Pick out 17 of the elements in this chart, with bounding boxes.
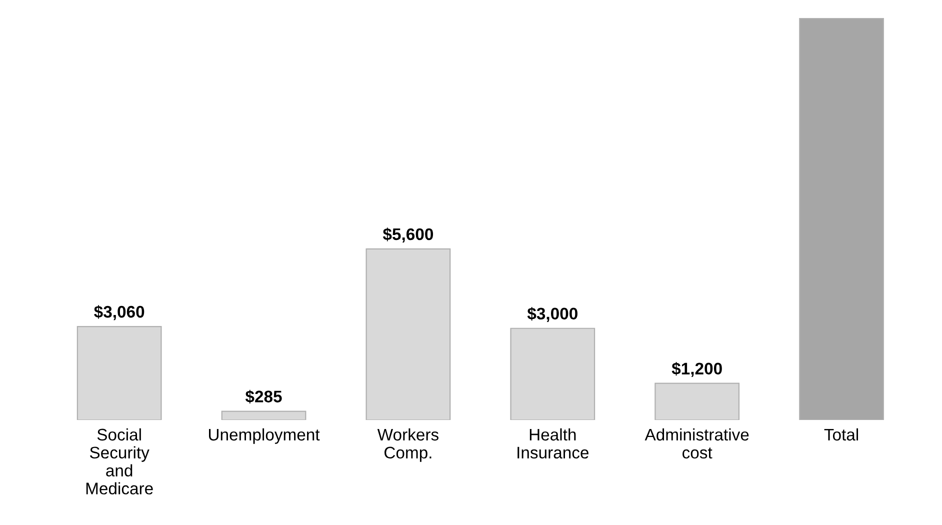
bar [366, 248, 451, 420]
bar [799, 18, 884, 420]
bar [221, 410, 306, 420]
x-tick-label: Health Insurance [518, 428, 588, 459]
x-tick-label: Total [824, 428, 858, 441]
x-tick-label: Workers Comp. [377, 428, 438, 462]
data-label: $285 [245, 390, 282, 404]
bar [510, 328, 596, 420]
data-label: $5,600 [382, 228, 434, 243]
data-label: $1,200 [672, 362, 722, 377]
data-label: $3,060 [94, 305, 144, 320]
x-tick-label: Unemployment [209, 428, 320, 444]
x-tick-label: Social Security and Medicare [86, 428, 153, 494]
data-label: $3,000 [527, 306, 578, 322]
bar [654, 382, 740, 420]
x-tick-label: Administrative cost [644, 428, 749, 459]
bar [76, 326, 162, 420]
